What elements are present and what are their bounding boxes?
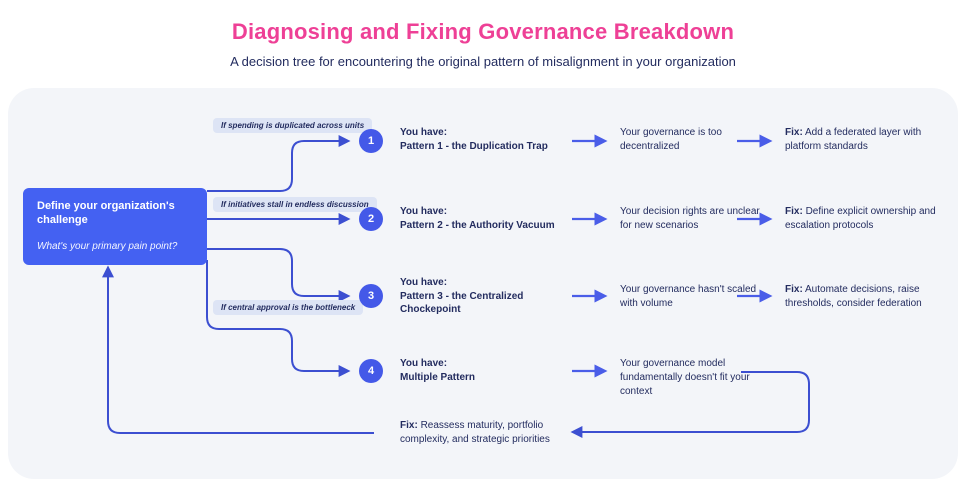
pattern-name: Pattern 2 - the Authority Vacuum [400,219,555,231]
fix-label: Fix: [785,127,803,138]
pattern-block-2: You have: Pattern 2 - the Authority Vacu… [400,205,585,232]
fix-description: Reassess maturity, portfolio complexity,… [400,420,550,445]
diagnosis-text-1: Your governance is too decentralized [620,127,722,152]
fix-label: Fix: [785,284,803,295]
fix-label: Fix: [400,420,418,431]
you-have-label: You have: [400,277,448,288]
fix-label: Fix: [785,206,803,217]
root-node-box: Define your organization's challenge Wha… [23,188,207,265]
page-title: Diagnosing and Fixing Governance Breakdo… [231,19,735,44]
step-circle-2: 2 [359,207,383,231]
pattern-name: Multiple Pattern [400,371,476,383]
pattern-block-4: You have: Multiple Pattern [400,357,585,384]
you-have-label: You have: [400,358,448,369]
pattern-name: Pattern 3 - the Centralized Chockepoint [400,290,524,316]
pattern-name: Pattern 1 - the Duplication Trap [400,140,548,152]
fix-text-2: Fix: Define explicit ownership and escal… [785,205,957,233]
you-have-label: You have: [400,206,448,217]
diagnosis-text-2: Your decision rights are unclear for new… [620,206,760,231]
root-node-title: Define your organization's challenge [37,200,175,227]
root-node-question: What's your primary pain point? [37,240,178,252]
fix-description: Add a federated layer with platform stan… [785,127,922,152]
fix-text-3: Fix: Automate decisions, raise threshold… [785,283,957,311]
diagnosis-text-3: Your governance hasn't scaled with volum… [620,284,757,309]
fix-description: Define explicit ownership and escalation… [785,206,936,231]
step-circle-3: 3 [359,284,383,308]
you-have-label: You have: [400,127,448,138]
step-circle-4: 4 [359,359,383,383]
condition-label-3: If central approval is the bottleneck [213,300,364,315]
fix-text-loop: Fix: Reassess maturity, portfolio comple… [400,419,578,447]
pattern-block-1: You have: Pattern 1 - the Duplication Tr… [400,126,585,153]
page-subtitle: A decision tree for encountering the ori… [230,54,736,69]
fix-text-1: Fix: Add a federated layer with platform… [785,126,957,154]
condition-label-1: If spending is duplicated across units [213,118,373,133]
condition-label-2: If initiatives stall in endless discussi… [213,197,377,212]
fix-description: Automate decisions, raise thresholds, co… [785,284,922,309]
step-circle-1: 1 [359,129,383,153]
diagnosis-text-4: Your governance model fundamentally does… [620,358,750,397]
pattern-block-3: You have: Pattern 3 - the Centralized Ch… [400,276,585,317]
